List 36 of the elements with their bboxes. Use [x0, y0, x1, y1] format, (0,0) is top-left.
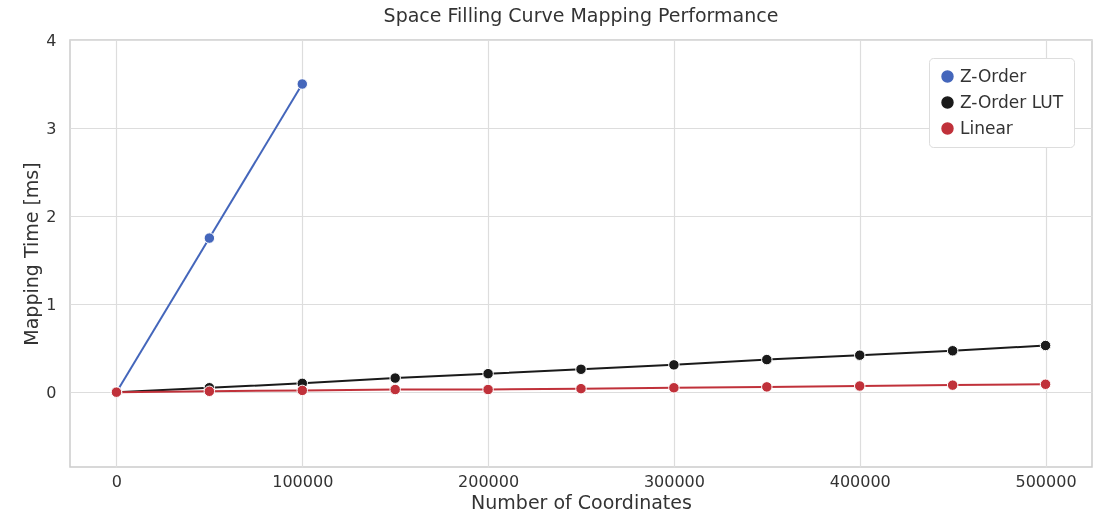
point	[389, 372, 401, 384]
point	[946, 345, 959, 357]
y-tick-label: 0	[46, 382, 57, 402]
x-axis-title: Number of Coordinates	[471, 490, 692, 513]
y-tick-label: 2	[46, 206, 57, 226]
y-tick-label: 4	[46, 30, 57, 50]
point	[853, 380, 866, 392]
point	[761, 381, 773, 393]
x-tick-label: 0	[111, 471, 123, 491]
legend-label: Z-Order LUT	[960, 91, 1064, 112]
y-tick-label: 1	[46, 294, 57, 314]
x-tick-label: 300000	[643, 471, 705, 491]
point	[575, 363, 587, 376]
point	[203, 385, 216, 398]
point	[482, 383, 494, 396]
legend-label: Linear	[960, 117, 1013, 138]
point	[761, 353, 773, 366]
point	[946, 379, 959, 391]
point	[1039, 378, 1052, 390]
point	[203, 232, 216, 244]
point	[668, 382, 680, 394]
point	[296, 78, 309, 90]
point	[668, 359, 680, 371]
x-tick-label: 100000	[272, 471, 334, 491]
chart-title: Space Filling Curve Mapping Performance	[383, 4, 779, 26]
legend-label: Z-Order	[960, 65, 1027, 86]
x-tick-label: 400000	[829, 471, 891, 491]
y-tick-label: 3	[46, 118, 57, 138]
point	[1039, 339, 1052, 352]
point	[482, 367, 494, 380]
x-tick-label: 500000	[1015, 471, 1077, 491]
point	[296, 384, 309, 397]
point	[389, 383, 401, 396]
y-axis-title: Mapping Time [ms]	[20, 162, 43, 346]
point	[853, 349, 866, 361]
x-tick-label: 200000	[458, 471, 520, 491]
